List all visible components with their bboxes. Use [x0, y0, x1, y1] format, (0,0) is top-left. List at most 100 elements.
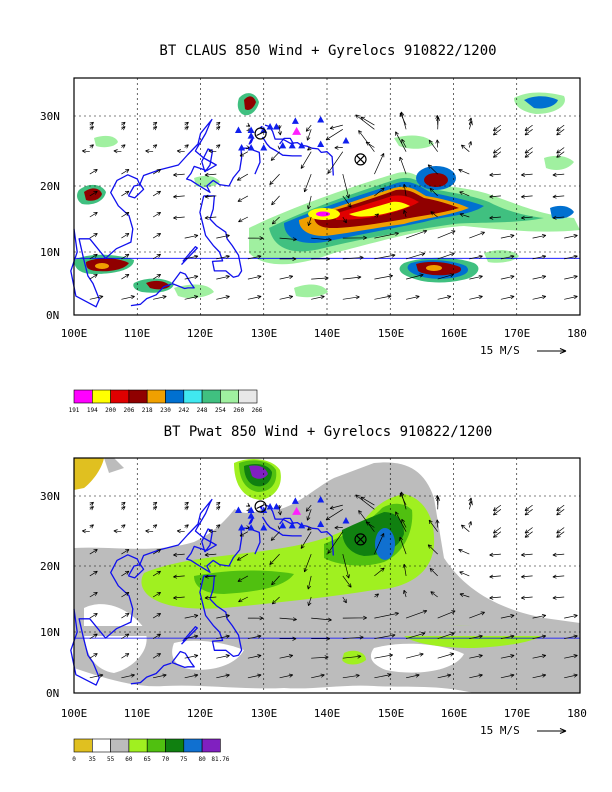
- wind-vector: [556, 151, 565, 158]
- colorbar-swatch: [110, 389, 130, 404]
- wind-vector: [500, 673, 515, 679]
- wind-vector: [556, 124, 565, 132]
- wind-vector: [460, 144, 470, 152]
- colorbar-label: 55: [107, 756, 115, 763]
- x-tick-label: 130E: [251, 707, 278, 720]
- wind-vector: [89, 673, 104, 679]
- wind-vector: [437, 673, 452, 679]
- wind-vector: [121, 570, 130, 577]
- observation-triangle-marker: [317, 520, 325, 527]
- wind-vector: [405, 229, 428, 239]
- colorbar-pwat: 0 35 55 60 65 70 75 80 81.76: [72, 738, 230, 763]
- wind-vector: [145, 529, 154, 534]
- coastline-segment: [264, 504, 334, 556]
- wind-vector: [279, 617, 297, 622]
- wind-vector: [89, 653, 98, 659]
- colorbar-label: 248: [197, 407, 208, 414]
- wind-vector: [89, 169, 98, 175]
- wind-vector: [334, 525, 343, 530]
- wind-vector: [327, 151, 344, 174]
- wind-vector: [216, 121, 221, 126]
- x-tick-label: 180: [567, 327, 587, 340]
- wind-vector: [500, 634, 515, 640]
- wind-vector: [374, 253, 396, 260]
- observation-triangle-marker: [238, 524, 246, 531]
- wind-vector: [173, 574, 185, 579]
- wind-vector: [216, 126, 221, 131]
- wind-vector: [399, 492, 407, 506]
- wind-vector: [532, 654, 547, 659]
- wind-vector: [311, 636, 331, 641]
- wind-vector: [152, 211, 161, 218]
- wind-vector: [152, 506, 158, 511]
- wind-vector: [216, 501, 221, 506]
- wind-vector: [521, 552, 533, 557]
- wind-vector: [406, 252, 426, 260]
- wind-vector: [469, 654, 483, 659]
- colorbar-swatch: [238, 389, 258, 404]
- colorbar-swatch: [220, 389, 239, 404]
- observation-triangle-marker: [317, 496, 325, 503]
- wind-vector: [121, 211, 130, 218]
- wind-vector: [121, 673, 135, 679]
- wind-vector: [204, 215, 217, 220]
- x-tick-label: 100E: [61, 707, 88, 720]
- wind-vector: [468, 117, 473, 126]
- wind-vector: [208, 529, 217, 534]
- wind-vector: [279, 274, 294, 280]
- wind-vector: [342, 235, 367, 240]
- wind-vector: [204, 574, 217, 579]
- panel-claus: BT CLAUS 850 Wind + Gyrelocs 910822/1200: [40, 43, 587, 414]
- y-tick-labels: 30N 20N 10N 0N: [40, 110, 60, 322]
- wind-vector: [521, 215, 533, 220]
- wind-vector: [564, 234, 578, 239]
- wind-vector: [334, 145, 343, 150]
- coastline-segment: [261, 516, 302, 537]
- colorbar-label: 254: [215, 407, 226, 414]
- colorbar-label: 260: [233, 407, 244, 414]
- wind-vector: [89, 253, 98, 260]
- wind-vector: [239, 151, 249, 157]
- x-tick-labels: 100E 110E 120E 130E 140E 150E 160E 170E …: [61, 327, 587, 340]
- observation-triangle-marker: [317, 140, 325, 147]
- wind-vector: [459, 593, 470, 598]
- observation-triangle-marker: [272, 123, 280, 130]
- colorbar-swatch: [146, 738, 166, 753]
- coastline-segment: [171, 271, 195, 290]
- wind-vector: [184, 274, 199, 280]
- wind-vector: [399, 536, 407, 555]
- colorbar-label: 218: [142, 407, 153, 414]
- wind-vector: [564, 614, 578, 619]
- wind-vector: [406, 652, 424, 659]
- wind-vector: [307, 526, 312, 531]
- colorbar-swatch: [73, 738, 93, 753]
- colorbar-swatch: [183, 389, 203, 404]
- wind-vector: [556, 147, 565, 154]
- coastline-segment: [127, 563, 145, 579]
- wind-vector: [401, 518, 407, 528]
- wind-vector: [311, 276, 329, 281]
- colorbar-label: 191: [69, 407, 80, 414]
- wind-vector: [145, 149, 154, 154]
- wind-vector: [437, 230, 456, 239]
- wind-vector: [121, 233, 130, 239]
- wind-vector: [374, 153, 385, 175]
- wind-vector: [247, 236, 264, 241]
- wind-vector: [469, 634, 483, 640]
- wind-vector: [329, 124, 343, 130]
- wind-vector: [556, 504, 565, 512]
- wind-vector: [435, 115, 440, 126]
- wind-vector: [184, 126, 189, 131]
- gyre-circle-marker: [254, 127, 267, 140]
- observation-triangle-marker: [291, 497, 299, 504]
- x-tick-label: 110E: [124, 327, 151, 340]
- wind-vector: [342, 554, 350, 579]
- wind-vector: [524, 147, 533, 154]
- observation-triangle-marker: [234, 506, 242, 513]
- y-tick-label: 0N: [46, 309, 59, 322]
- wind-vector: [468, 141, 473, 148]
- coastline-segment: [171, 650, 195, 669]
- wind-vector: [121, 613, 130, 619]
- wind-vector: [342, 596, 347, 604]
- wind-vector: [458, 548, 470, 555]
